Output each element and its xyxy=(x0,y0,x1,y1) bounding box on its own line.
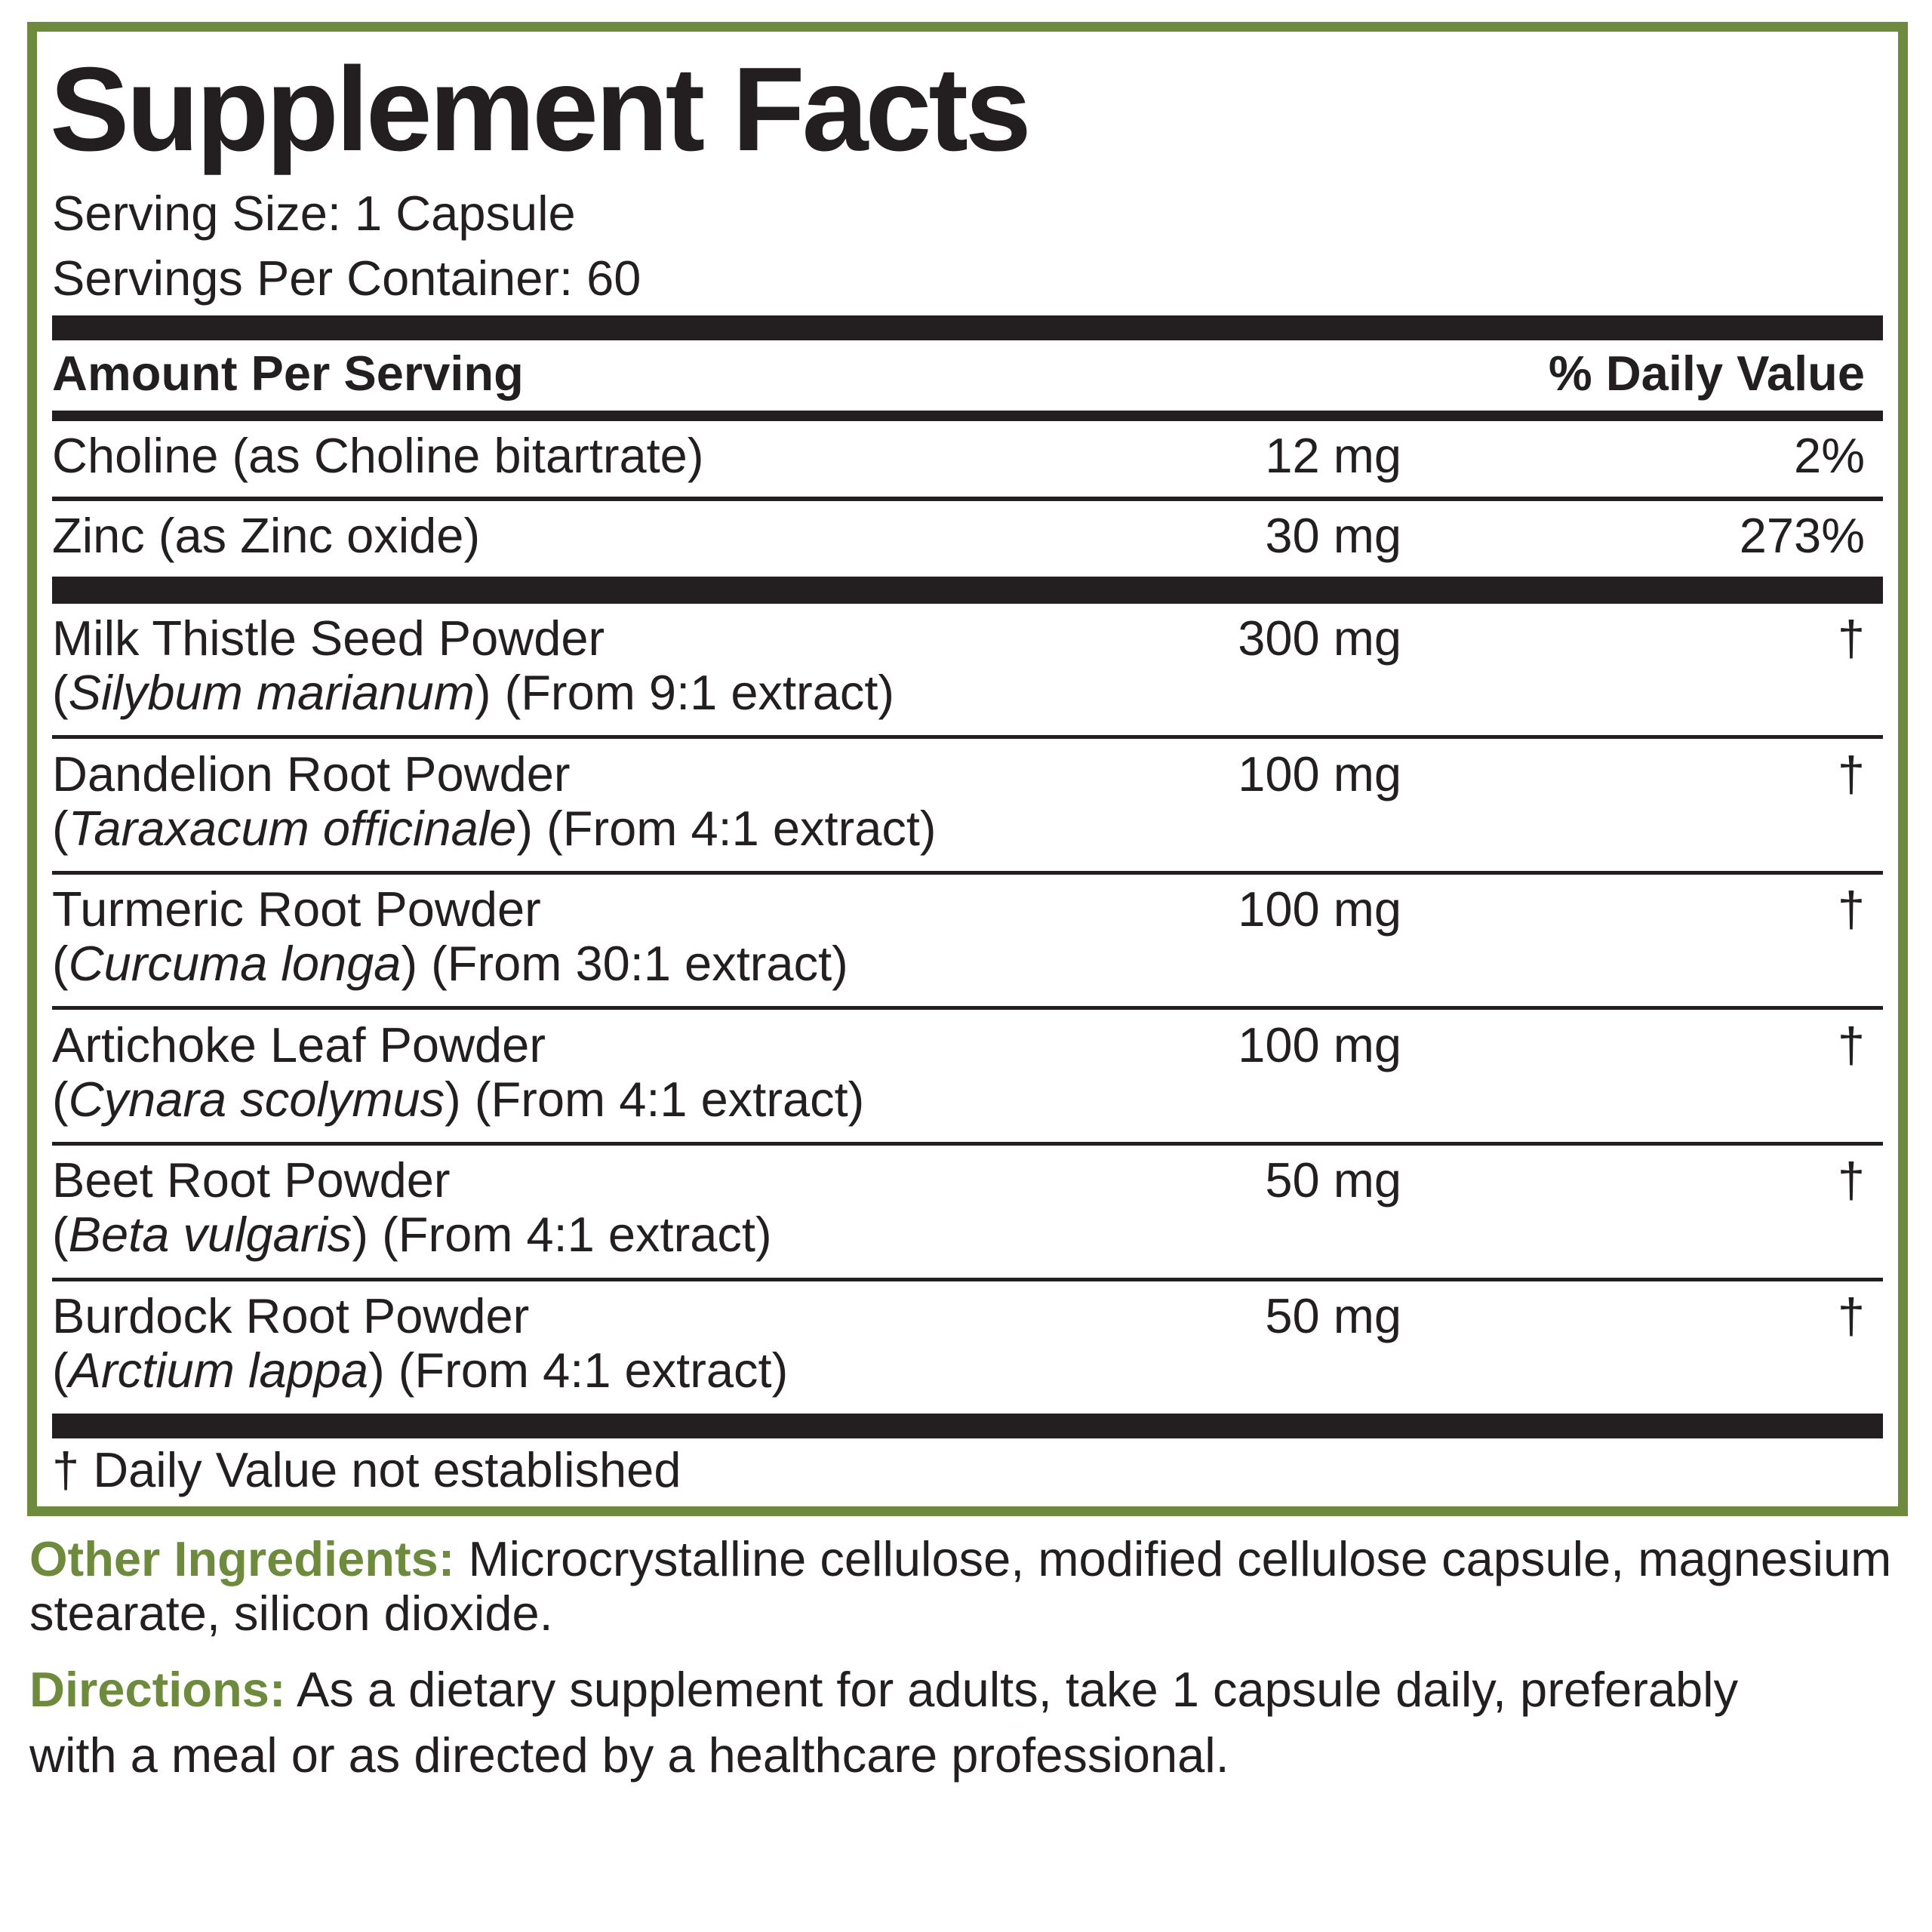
amount: 12 mg xyxy=(1265,428,1401,483)
label: Directions: xyxy=(29,1662,286,1717)
detail-text: ( xyxy=(52,665,69,720)
daily-value: † xyxy=(1837,881,1865,937)
thin-rule xyxy=(52,1277,1883,1281)
detail-text: ( xyxy=(52,936,69,992)
thin-rule xyxy=(52,1142,1883,1146)
detail-text: ( xyxy=(52,1343,69,1398)
ingredient-name: Burdock Root Powder xyxy=(52,1288,530,1343)
other-ingredients: Other Ingredients: Microcrystalline cell… xyxy=(29,1532,1901,1641)
thick-rule xyxy=(52,1414,1883,1438)
amount: 100 mg xyxy=(1238,746,1401,801)
latin-name: Curcuma longa xyxy=(68,936,401,992)
amount: 100 mg xyxy=(1238,1017,1401,1072)
amount: 50 mg xyxy=(1265,1152,1401,1208)
ingredient-name: Dandelion Root Powder xyxy=(52,746,571,801)
detail-text: ( xyxy=(52,1071,69,1127)
amount: 300 mg xyxy=(1238,611,1401,666)
ingredient-detail: (Cynara scolymus) (From 4:1 extract) xyxy=(52,1069,864,1130)
detail-text: ) (From 4:1 extract) xyxy=(368,1343,789,1398)
servings-per-container: Servings Per Container: 60 xyxy=(52,251,641,306)
latin-name: Arctium lappa xyxy=(68,1343,369,1398)
ingredient-name: Beet Root Powder xyxy=(52,1152,451,1208)
ingredient-name: Zinc (as Zinc oxide) xyxy=(52,508,481,563)
column-header: Amount Per Serving xyxy=(52,346,524,401)
ingredient-name: Artichoke Leaf Powder xyxy=(52,1017,546,1072)
ingredient-detail: (Silybum marianum) (From 9:1 extract) xyxy=(52,663,894,723)
daily-value: 273% xyxy=(1739,508,1865,563)
amount: 100 mg xyxy=(1238,881,1401,937)
amount: 50 mg xyxy=(1265,1288,1401,1343)
column-header: % Daily Value xyxy=(1548,346,1865,401)
ingredient-name: Milk Thistle Seed Powder xyxy=(52,611,605,666)
detail-text: ) (From 4:1 extract) xyxy=(445,1071,865,1127)
daily-value: † xyxy=(1837,1017,1865,1072)
daily-value: 2% xyxy=(1794,428,1865,483)
footnote: † Daily Value not established xyxy=(52,1442,681,1497)
detail-text: ) (From 4:1 extract) xyxy=(352,1207,772,1263)
ingredient-name: Turmeric Root Powder xyxy=(52,881,541,937)
detail-text: ) (From 4:1 extract) xyxy=(516,800,937,856)
directions: Directions: As a dietary supplement for … xyxy=(29,1657,1780,1788)
thick-rule xyxy=(52,315,1883,340)
label: Other Ingredients: xyxy=(29,1531,455,1586)
thin-rule xyxy=(52,870,1883,875)
amount: 30 mg xyxy=(1265,508,1401,563)
thin-rule xyxy=(52,497,1883,501)
latin-name: Cynara scolymus xyxy=(68,1071,445,1127)
thick-rule xyxy=(52,577,1883,604)
title: Supplement Facts xyxy=(50,43,1032,176)
detail-text: ( xyxy=(52,1207,69,1263)
ingredient-detail: (Curcuma longa) (From 30:1 extract) xyxy=(52,934,848,994)
serving-size: Serving Size: 1 Capsule xyxy=(52,186,576,241)
daily-value: † xyxy=(1837,611,1865,666)
daily-value: † xyxy=(1837,746,1865,801)
text: As a dietary supplement for adults, take… xyxy=(29,1662,1739,1783)
ingredient-detail: (Taraxacum officinale) (From 4:1 extract… xyxy=(52,798,937,859)
detail-text: ) (From 9:1 extract) xyxy=(474,665,895,720)
detail-text: ( xyxy=(52,800,69,856)
latin-name: Silybum marianum xyxy=(68,665,475,720)
detail-text: ) (From 30:1 extract) xyxy=(401,936,848,992)
latin-name: Taraxacum officinale xyxy=(68,800,517,856)
facts-border xyxy=(27,22,1908,1516)
thin-rule xyxy=(52,1006,1883,1011)
latin-name: Beta vulgaris xyxy=(68,1207,352,1263)
text: Microcrystalline cellulose, modified cel… xyxy=(29,1531,1892,1641)
daily-value: † xyxy=(1837,1152,1865,1208)
ingredient-name: Choline (as Choline bitartrate) xyxy=(52,428,704,483)
ingredient-detail: (Arctium lappa) (From 4:1 extract) xyxy=(52,1340,788,1401)
thin-rule xyxy=(52,735,1883,739)
daily-value: † xyxy=(1837,1288,1865,1343)
ingredient-detail: (Beta vulgaris) (From 4:1 extract) xyxy=(52,1204,772,1265)
medium-rule xyxy=(52,411,1883,421)
